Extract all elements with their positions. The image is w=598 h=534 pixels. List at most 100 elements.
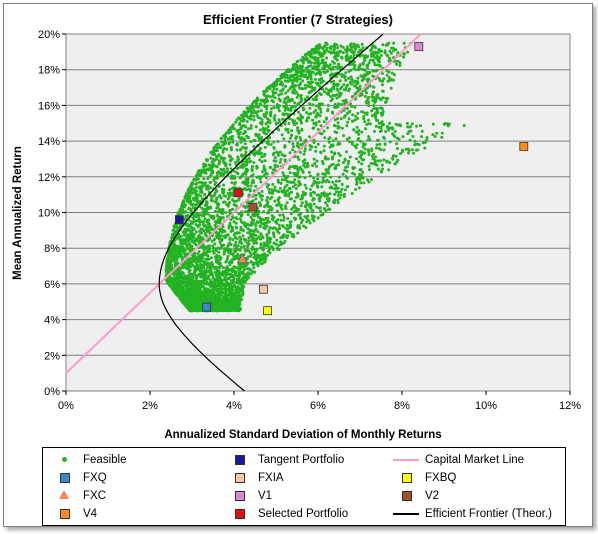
feasible-point	[187, 207, 191, 211]
feasible-point	[316, 83, 320, 87]
feasible-point	[265, 172, 269, 176]
feasible-point	[282, 215, 286, 219]
feasible-point	[380, 83, 384, 87]
feasible-point	[251, 173, 255, 177]
feasible-point	[190, 237, 193, 241]
feasible-point	[335, 190, 338, 194]
feasible-point	[370, 114, 374, 118]
feasible-point	[314, 145, 318, 149]
feasible-point	[174, 230, 177, 234]
feasible-point	[349, 75, 353, 79]
feasible-point	[354, 188, 358, 191]
feasible-point	[296, 116, 300, 120]
feasible-point	[336, 124, 340, 128]
feasible-point	[298, 74, 302, 78]
feasible-point	[273, 163, 277, 167]
feasible-point	[407, 149, 411, 152]
feasible-point	[262, 173, 266, 177]
feasible-point	[336, 121, 340, 125]
feasible-point	[203, 271, 207, 275]
feasible-point	[320, 192, 324, 196]
feasible-point	[311, 97, 315, 101]
feasible-point	[316, 216, 320, 220]
feasible-point	[353, 118, 357, 122]
feasible-point	[376, 93, 380, 96]
feasible-point	[260, 160, 264, 164]
feasible-point	[239, 164, 243, 168]
feasible-point	[382, 158, 386, 162]
feasible-point	[269, 205, 272, 209]
feasible-point	[355, 125, 359, 129]
feasible-point	[244, 125, 248, 129]
feasible-point	[299, 138, 303, 142]
feasible-point	[307, 52, 311, 55]
feasible-point	[314, 123, 318, 127]
feasible-point	[199, 285, 203, 289]
feasible-point	[315, 159, 319, 163]
feasible-point	[232, 203, 236, 207]
feasible-point	[368, 168, 371, 172]
feasible-point	[363, 147, 367, 151]
feasible-point	[235, 118, 239, 122]
feasible-point	[323, 61, 326, 65]
feasible-point	[305, 220, 309, 224]
feasible-point	[299, 197, 303, 201]
feasible-point	[210, 264, 214, 268]
feasible-point	[299, 94, 303, 97]
feasible-point	[324, 41, 328, 45]
feasible-point	[202, 285, 206, 289]
feasible-point	[278, 160, 282, 164]
feasible-point	[207, 222, 211, 226]
feasible-point	[198, 267, 202, 270]
feasible-point	[276, 203, 280, 207]
feasible-point	[278, 213, 282, 217]
feasible-point	[192, 187, 196, 191]
feasible-point	[277, 197, 281, 201]
feasible-point	[193, 303, 197, 307]
feasible-point	[307, 135, 311, 139]
feasible-point	[188, 189, 192, 193]
feasible-point	[260, 190, 264, 193]
feasible-point	[198, 169, 201, 172]
feasible-point	[283, 112, 287, 116]
feasible-point	[181, 266, 185, 270]
feasible-point	[232, 177, 236, 180]
feasible-point	[266, 125, 270, 128]
feasible-point	[346, 185, 350, 189]
feasible-point	[425, 136, 429, 139]
feasible-point	[339, 87, 343, 91]
feasible-point	[280, 92, 284, 96]
feasible-point	[247, 160, 251, 164]
feasible-point	[410, 148, 414, 152]
feasible-point	[358, 67, 362, 71]
feasible-point	[256, 210, 260, 214]
feasible-point	[183, 252, 186, 256]
feasible-point	[289, 74, 292, 78]
feasible-point	[301, 218, 305, 222]
feasible-point	[292, 180, 296, 184]
feasible-point	[286, 130, 290, 134]
feasible-point	[343, 114, 347, 118]
feasible-point	[300, 128, 304, 132]
feasible-point	[182, 250, 186, 254]
feasible-point	[229, 218, 233, 222]
feasible-point	[342, 88, 346, 92]
feasible-point	[195, 294, 199, 298]
feasible-point	[317, 181, 321, 185]
feasible-point	[256, 212, 260, 216]
feasible-point	[286, 230, 289, 233]
feasible-point	[262, 92, 266, 96]
feasible-point	[314, 181, 318, 185]
feasible-point	[210, 195, 214, 198]
feasible-point	[216, 201, 219, 205]
feasible-point	[374, 69, 378, 73]
feasible-point	[324, 201, 328, 205]
feasible-point	[396, 51, 400, 55]
feasible-point	[280, 153, 284, 157]
feasible-point	[187, 259, 190, 263]
feasible-point	[242, 163, 246, 167]
feasible-point	[261, 222, 265, 226]
feasible-point	[388, 58, 392, 62]
feasible-point	[191, 263, 195, 267]
feasible-point	[336, 193, 340, 197]
